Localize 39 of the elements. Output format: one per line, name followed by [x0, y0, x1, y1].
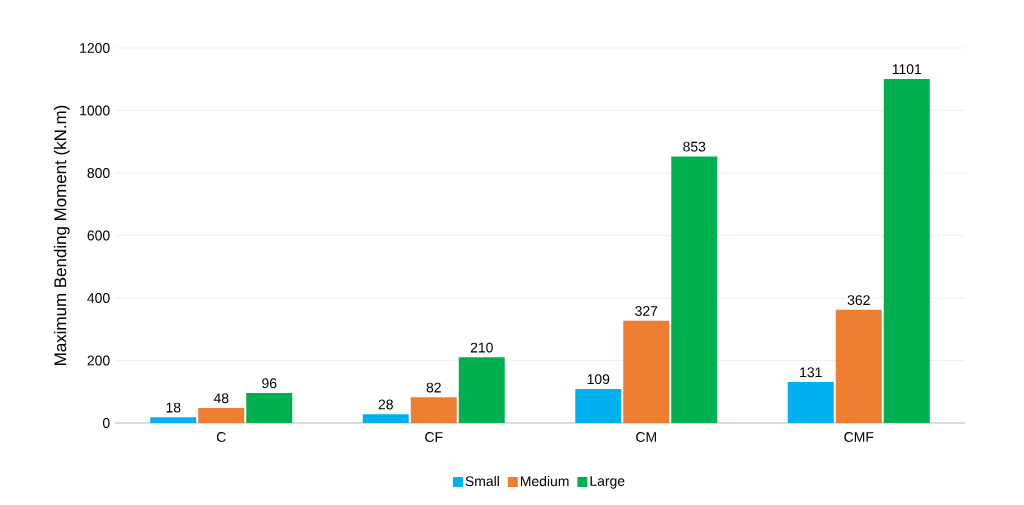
bar — [623, 320, 670, 423]
legend-label: Medium — [520, 475, 569, 487]
data-label: 1101 — [892, 64, 922, 75]
bar — [883, 78, 930, 423]
data-label: 853 — [683, 141, 706, 152]
data-label: 48 — [213, 393, 229, 404]
y-tick-label: 0 — [102, 418, 110, 428]
y-tick-label: 600 — [87, 230, 110, 241]
data-label: 327 — [635, 306, 658, 316]
bar — [787, 382, 834, 423]
bar — [458, 357, 505, 423]
x-tick-label: CF — [425, 432, 443, 442]
bar — [671, 156, 718, 423]
y-tick-label: 800 — [87, 168, 110, 178]
x-tick-label: CM — [636, 432, 656, 442]
y-tick-label: 1000 — [80, 105, 110, 116]
bar — [150, 417, 197, 423]
data-label: 82 — [426, 382, 441, 393]
y-tick-label: 400 — [87, 293, 110, 303]
bar — [835, 309, 882, 423]
data-label: 28 — [378, 399, 393, 410]
data-label: 131 — [800, 367, 822, 378]
y-tick-label: 200 — [87, 355, 110, 366]
data-label: 362 — [847, 295, 870, 306]
legend-label: Large — [590, 476, 625, 489]
bar — [198, 407, 245, 423]
bar — [410, 397, 457, 423]
data-label: 18 — [166, 402, 181, 413]
bar — [362, 414, 409, 423]
data-label: 96 — [262, 378, 277, 389]
data-label: 109 — [587, 374, 610, 385]
y-axis-title: Maximum Bending Moment (kN.m) — [53, 105, 70, 365]
legend-label: Small — [465, 475, 499, 487]
y-tick-label: 1200 — [80, 43, 110, 53]
bar — [575, 388, 622, 423]
x-tick-label: C — [216, 432, 226, 442]
data-label: 210 — [470, 342, 493, 353]
x-tick-label: CMF — [844, 432, 874, 442]
bar — [246, 392, 293, 423]
